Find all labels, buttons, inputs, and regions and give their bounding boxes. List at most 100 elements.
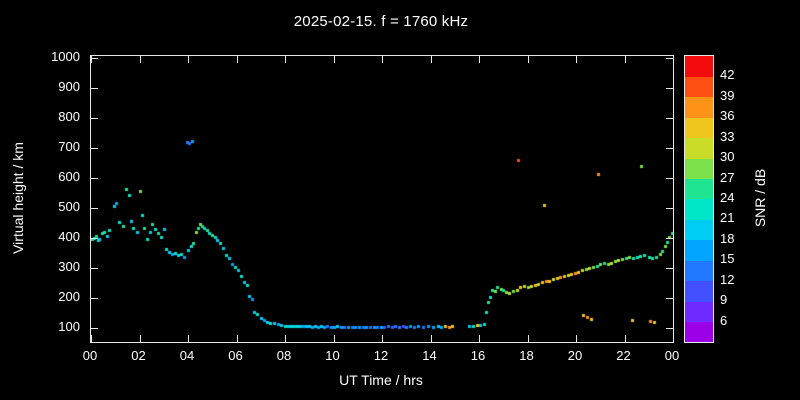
colorbar-segment [685, 280, 713, 302]
tick-mark [140, 335, 141, 342]
x-tick-label: 10 [325, 348, 340, 363]
chart-title: 2025-02-15. f = 1760 kHz [293, 13, 469, 30]
x-tick-label: 08 [276, 348, 292, 363]
tick-mark [91, 298, 98, 299]
colorbar-segment [685, 137, 713, 159]
tick-mark [91, 238, 98, 239]
tick-mark [91, 208, 98, 209]
colorbar-tick-label: 15 [720, 251, 735, 267]
tick-mark [188, 335, 189, 342]
x-tick-label: 02 [131, 348, 146, 363]
x-tick-label: 12 [373, 348, 389, 363]
tick-mark [528, 335, 529, 342]
tick-mark [431, 335, 432, 342]
colorbar-segment [685, 260, 713, 282]
tick-mark [382, 335, 383, 342]
tick-mark [666, 178, 673, 179]
y-tick-label: 300 [58, 258, 80, 274]
tick-mark [285, 335, 286, 342]
y-tick-label: 400 [58, 228, 80, 244]
colorbar-tick-label: 33 [720, 128, 735, 144]
colorbar-tick-label: 12 [720, 271, 735, 287]
tick-mark [479, 335, 480, 342]
y-tick-label: 700 [58, 139, 80, 155]
tick-mark [528, 56, 529, 63]
colorbar-segment [685, 239, 713, 261]
x-axis-label: UT Time / hrs [339, 372, 423, 388]
x-tick-label: 06 [228, 348, 243, 363]
x-tick-label: 22 [616, 348, 631, 363]
tick-mark [673, 335, 674, 342]
tick-mark [673, 56, 674, 63]
tick-mark [334, 335, 335, 342]
tick-mark [237, 335, 238, 342]
colorbar-segment [685, 321, 713, 343]
colorbar-segment [685, 199, 713, 220]
x-tick-label: 14 [422, 348, 437, 363]
tick-mark [140, 56, 141, 63]
x-tick-label: 00 [82, 348, 98, 363]
y-axis-label: Virtual height / km [10, 142, 26, 254]
tick-mark [91, 56, 92, 63]
tick-mark [576, 56, 577, 63]
tick-mark [91, 268, 98, 269]
tick-mark [666, 148, 673, 149]
colorbar-tick-label: 39 [720, 87, 735, 103]
tick-mark [188, 56, 189, 63]
colorbar [684, 55, 714, 343]
colorbar-label: SNR / dB [752, 168, 768, 228]
colorbar-tick-label: 42 [720, 67, 735, 83]
tick-mark [666, 268, 673, 269]
tick-mark [666, 88, 673, 89]
y-tick-label: 1000 [51, 49, 80, 65]
y-tick-label: 100 [58, 318, 80, 334]
tick-mark [666, 238, 673, 239]
tick-mark [666, 58, 673, 59]
colorbar-tick-label: 21 [720, 210, 735, 226]
tick-mark [237, 56, 238, 63]
colorbar-segment [685, 178, 713, 200]
x-tick-label: 04 [179, 348, 195, 363]
tick-mark [382, 56, 383, 63]
y-tick-label: 800 [58, 109, 80, 125]
tick-mark [666, 118, 673, 119]
y-tick-label: 200 [58, 288, 80, 304]
colorbar-segment [685, 76, 713, 98]
tick-mark [666, 328, 673, 329]
y-tick-label: 900 [58, 79, 80, 95]
tick-mark [285, 56, 286, 63]
plot-area [90, 55, 674, 343]
y-tick-label: 500 [58, 198, 80, 214]
tick-mark [91, 148, 98, 149]
tick-mark [625, 56, 626, 63]
x-tick-label: 20 [567, 348, 583, 363]
x-tick-label: 00 [664, 348, 680, 363]
colorbar-tick-label: 18 [720, 230, 735, 246]
scatter-canvas [91, 56, 673, 342]
tick-mark [479, 56, 480, 63]
colorbar-tick-label: 30 [720, 149, 735, 165]
tick-mark [576, 335, 577, 342]
tick-mark [91, 335, 92, 342]
colorbar-segment [685, 219, 713, 241]
tick-mark [625, 335, 626, 342]
tick-mark [431, 56, 432, 63]
colorbar-segment [685, 96, 713, 118]
colorbar-segment [685, 301, 713, 323]
tick-mark [91, 58, 98, 59]
tick-mark [91, 328, 98, 329]
tick-mark [334, 56, 335, 63]
colorbar-tick-label: 27 [720, 169, 735, 185]
x-tick-label: 16 [470, 348, 486, 363]
colorbar-tick-label: 6 [720, 312, 728, 328]
colorbar-segment [685, 117, 713, 139]
colorbar-tick-label: 24 [720, 190, 735, 205]
tick-mark [91, 88, 98, 89]
x-tick-label: 18 [519, 348, 534, 363]
tick-mark [666, 208, 673, 209]
y-tick-label: 600 [58, 169, 80, 184]
colorbar-tick-label: 36 [720, 108, 735, 124]
colorbar-segment [685, 158, 713, 180]
colorbar-tick-label: 9 [720, 292, 728, 308]
tick-mark [91, 178, 98, 179]
